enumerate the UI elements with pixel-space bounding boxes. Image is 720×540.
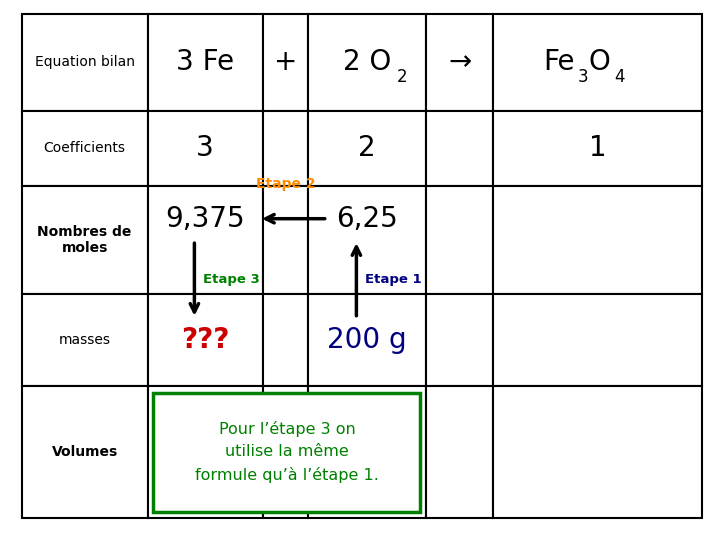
Bar xyxy=(22,294,148,386)
Bar xyxy=(148,14,263,111)
Text: ???: ??? xyxy=(181,326,230,354)
Text: Etape 1: Etape 1 xyxy=(365,273,422,286)
Text: 3: 3 xyxy=(197,134,214,163)
Bar xyxy=(493,386,702,518)
Text: 6,25: 6,25 xyxy=(336,205,398,233)
Bar xyxy=(308,386,426,518)
Text: Coefficients: Coefficients xyxy=(44,141,125,156)
Text: 200 g: 200 g xyxy=(328,326,407,354)
Text: 2: 2 xyxy=(359,134,376,163)
Text: 9,375: 9,375 xyxy=(166,205,245,233)
Text: →: → xyxy=(448,48,472,76)
Bar xyxy=(493,14,702,111)
Bar xyxy=(148,294,263,386)
Text: Nombres de
moles: Nombres de moles xyxy=(37,225,132,255)
Bar xyxy=(426,186,493,294)
Text: masses: masses xyxy=(58,333,111,347)
Bar xyxy=(153,393,420,512)
Bar xyxy=(22,186,148,294)
Bar xyxy=(22,111,148,186)
Text: 3 Fe: 3 Fe xyxy=(176,48,234,76)
Text: Fe: Fe xyxy=(544,48,575,76)
Text: Pour l’étape 3 on
utilise la même
formule qu’à l’étape 1.: Pour l’étape 3 on utilise la même formul… xyxy=(195,421,379,483)
Text: 3: 3 xyxy=(578,68,589,86)
Bar xyxy=(426,386,493,518)
Bar xyxy=(308,111,426,186)
Bar xyxy=(308,294,426,386)
Bar xyxy=(308,186,426,294)
Text: Volumes: Volumes xyxy=(51,446,118,459)
Bar xyxy=(493,111,702,186)
Bar xyxy=(22,386,148,518)
Bar xyxy=(263,294,308,386)
Bar xyxy=(263,111,308,186)
Bar xyxy=(308,14,426,111)
Text: 1: 1 xyxy=(589,134,606,163)
Text: O: O xyxy=(588,48,610,76)
Bar xyxy=(263,186,308,294)
Bar xyxy=(148,386,263,518)
Bar xyxy=(263,386,308,518)
Text: Equation bilan: Equation bilan xyxy=(35,55,135,69)
Bar xyxy=(493,186,702,294)
Text: 2: 2 xyxy=(397,68,407,86)
Text: 4: 4 xyxy=(614,68,625,86)
Bar xyxy=(426,111,493,186)
Text: 2 O: 2 O xyxy=(343,48,392,76)
Bar xyxy=(263,14,308,111)
Bar xyxy=(426,14,493,111)
Text: Etape 2: Etape 2 xyxy=(256,177,316,191)
Text: +: + xyxy=(274,48,297,76)
Text: Etape 3: Etape 3 xyxy=(203,273,260,286)
Bar xyxy=(148,111,263,186)
Bar xyxy=(426,294,493,386)
Bar xyxy=(148,186,263,294)
Bar xyxy=(493,294,702,386)
Bar xyxy=(22,14,148,111)
